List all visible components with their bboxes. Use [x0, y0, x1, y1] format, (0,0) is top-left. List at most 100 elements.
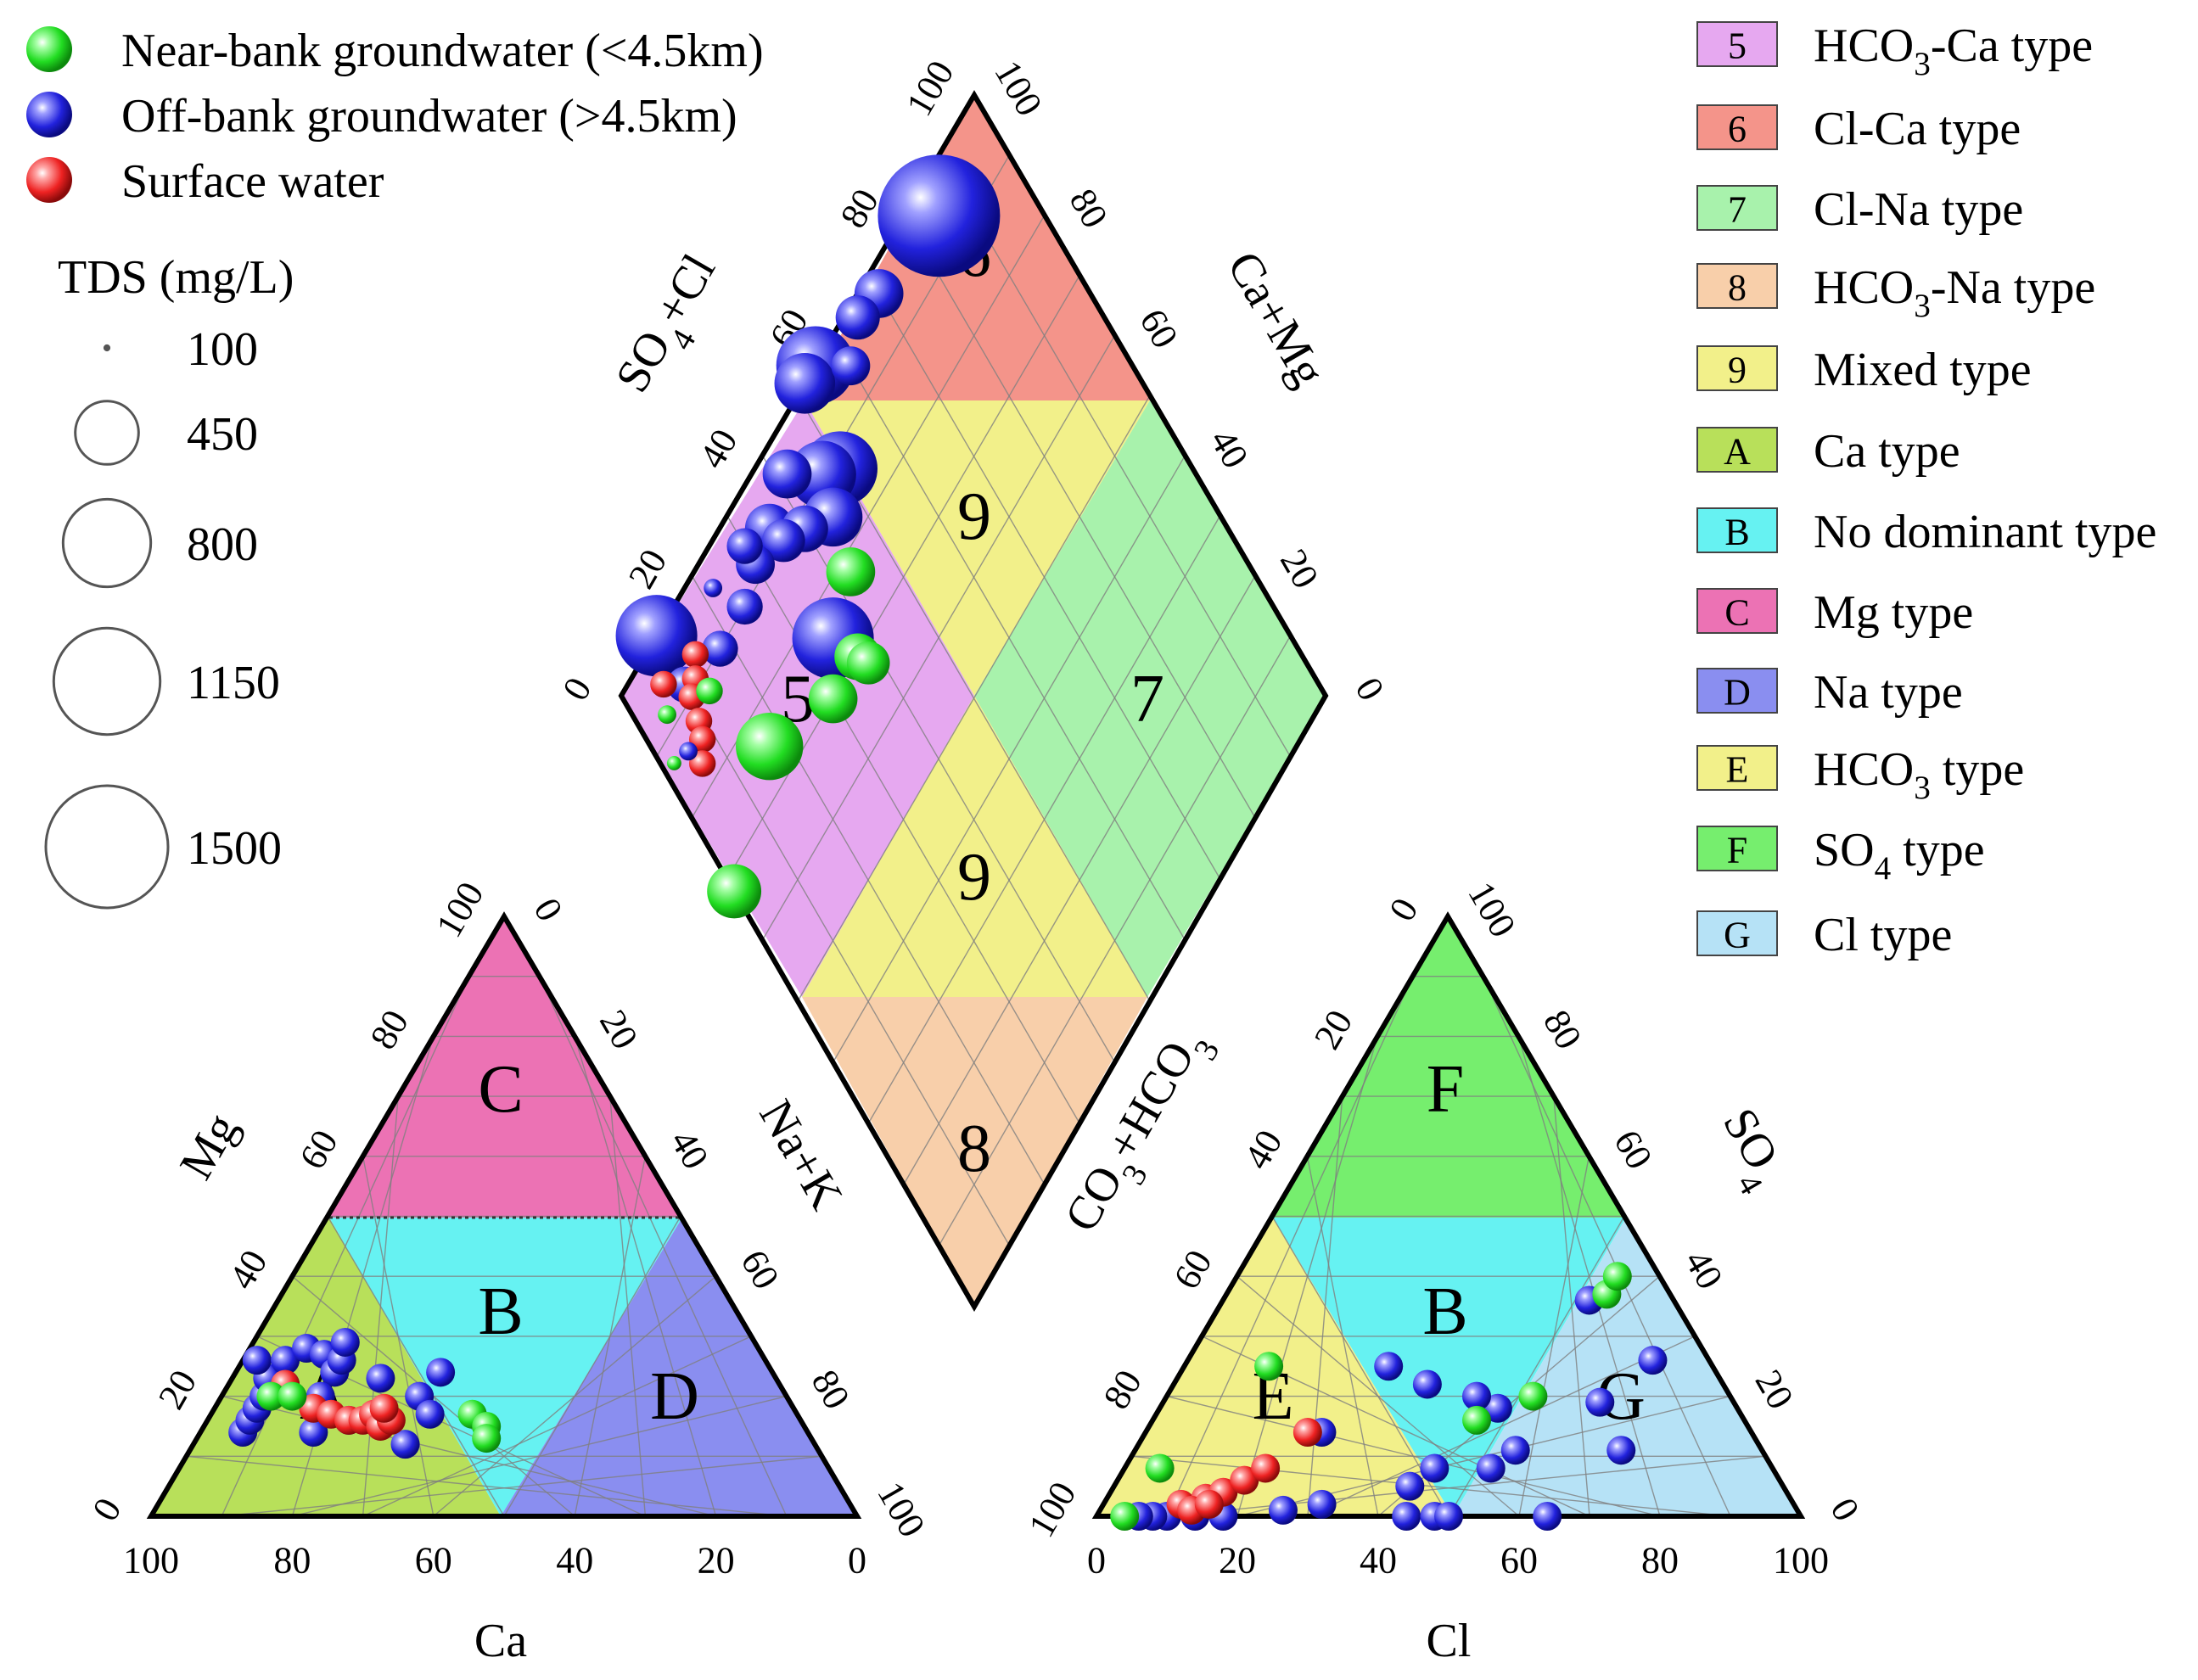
anion-point-off — [1434, 1502, 1463, 1531]
zone-9b-polygon — [802, 696, 1147, 997]
anion-point-nb — [1110, 1502, 1140, 1531]
zone-key-label-6: Cl-Ca type — [1814, 103, 2021, 155]
diamond-point-off — [615, 595, 698, 677]
diamond-point-off — [762, 518, 805, 563]
diamond-point-off — [835, 295, 880, 340]
anion-right-tick: 20 — [1747, 1363, 1802, 1416]
zone-key-label-7: Cl-Na type — [1814, 183, 2023, 236]
zone-label-9a: 9 — [957, 479, 991, 554]
anion-point-off — [1392, 1502, 1421, 1531]
cation-left-tick: 40 — [221, 1243, 275, 1296]
tds-size-label: 800 — [187, 518, 258, 571]
grid-line — [1166, 1395, 1661, 1517]
anion-point-sw — [1251, 1453, 1281, 1483]
diamond-point-off — [726, 528, 763, 564]
anion-point-off — [1483, 1393, 1512, 1423]
anion-points — [1110, 1262, 1668, 1531]
cation-right-tick: 0 — [525, 891, 570, 928]
diamond-point-off — [726, 588, 763, 625]
anion-point-nb — [1518, 1381, 1548, 1411]
grid-line — [1517, 1036, 1661, 1517]
zone-key-swatch-A — [1696, 427, 1778, 473]
zone-key-label-E: HCO3 type — [1814, 743, 2024, 806]
zone-B2-polygon — [1273, 1218, 1626, 1516]
grid-line — [186, 1455, 787, 1517]
grid-line — [797, 395, 1151, 1002]
tds-size-label: 1500 — [187, 822, 282, 875]
tds-size-label: 100 — [187, 323, 258, 376]
anion-bottom-tick: 20 — [1219, 1540, 1256, 1582]
cation-bottom-tick: 20 — [698, 1540, 735, 1582]
tds-size-circle — [52, 626, 162, 736]
diamond-point-sw — [681, 641, 709, 668]
cation-bottom-tick: 80 — [273, 1540, 311, 1582]
diamond-left-tick: 100 — [898, 53, 962, 123]
zone-key-swatch-G — [1696, 910, 1778, 956]
zone-key-code-G: G — [1724, 915, 1751, 956]
anion-left-tick: 0 — [1381, 891, 1426, 928]
anion-point-off — [1462, 1381, 1491, 1411]
grid-line — [832, 334, 1186, 941]
zone-8-polygon — [802, 997, 1147, 1307]
grid-line — [867, 515, 1221, 1124]
zone-label-8: 8 — [957, 1112, 991, 1186]
zone-key-swatch-9 — [1696, 345, 1778, 391]
legend-marker-nb — [26, 26, 72, 72]
zone-key-label-D: Na type — [1814, 666, 1963, 719]
anion-point-off — [1476, 1453, 1506, 1483]
diamond-point-nb — [666, 755, 681, 770]
zone-key-code-9: 9 — [1728, 350, 1747, 391]
grid-line — [938, 154, 1292, 758]
zone-key-swatch-D — [1696, 668, 1778, 714]
zone-key-code-E: E — [1726, 749, 1749, 791]
zone-key-label-B: No dominant type — [1814, 506, 2156, 558]
zone-label-9b: 9 — [957, 840, 991, 915]
diamond-point-nb — [707, 864, 762, 919]
cation-point-sw — [369, 1393, 399, 1423]
axis-title-cl: Cl — [1427, 1615, 1472, 1667]
zone-key-code-C: C — [1724, 592, 1749, 634]
zone-label-D: D — [650, 1359, 699, 1434]
zone-key-label-5: HCO3-Ca type — [1814, 20, 2093, 82]
grid-line — [538, 976, 788, 1517]
legend-label-off: Off-bank groundwater (>4.5km) — [121, 90, 737, 143]
anion-left-tick: 80 — [1096, 1363, 1150, 1416]
diamond-point-off — [702, 630, 738, 667]
zone-label-B2: B — [1422, 1274, 1467, 1349]
diamond-right-tick: 80 — [1062, 182, 1116, 235]
anion-point-off — [1606, 1436, 1636, 1465]
cation-right-tick: 20 — [592, 1003, 646, 1056]
cation-left-tick: 60 — [291, 1123, 345, 1176]
diamond-point-off — [679, 742, 698, 761]
grid-line — [1553, 1096, 1590, 1517]
zone-key-label-A: Ca type — [1814, 425, 1960, 478]
zone-key-code-5: 5 — [1728, 25, 1747, 67]
anion-point-off — [1307, 1489, 1337, 1519]
diamond-left-tick: 0 — [554, 670, 599, 708]
zone-5-polygon — [621, 400, 974, 997]
zone-key-label-F: SO4 type — [1814, 824, 1985, 887]
tds-size-label: 1150 — [187, 657, 280, 709]
zone-key-code-D: D — [1724, 672, 1751, 714]
anion-point-sw — [1292, 1418, 1322, 1448]
zone-key-swatch-6 — [1696, 104, 1778, 150]
anion-point-off — [1374, 1352, 1404, 1381]
cation-left-tick: 20 — [150, 1363, 205, 1416]
zone-key-swatch-F — [1696, 826, 1778, 871]
cation-point-off — [242, 1346, 272, 1375]
zone-key-label-8: HCO3-Na type — [1814, 261, 2095, 324]
tds-legend: TDS (mg/L) 100 450 800 1150 1500 — [44, 251, 294, 910]
anion-point-nb — [1145, 1453, 1175, 1483]
anion-bottom-tick: 80 — [1641, 1540, 1679, 1582]
anion-right-tick: 0 — [1822, 1491, 1867, 1528]
diamond-point-off — [774, 353, 836, 414]
anion-point-off — [1638, 1346, 1668, 1375]
cation-triangle-outline — [146, 911, 862, 1519]
legend-marker-off — [26, 92, 72, 137]
cation-right-tick: 60 — [732, 1243, 787, 1296]
zone-key-swatch-5 — [1696, 21, 1778, 67]
anion-bottom-tick: 100 — [1773, 1540, 1829, 1582]
zone-G-polygon — [1453, 1218, 1801, 1516]
